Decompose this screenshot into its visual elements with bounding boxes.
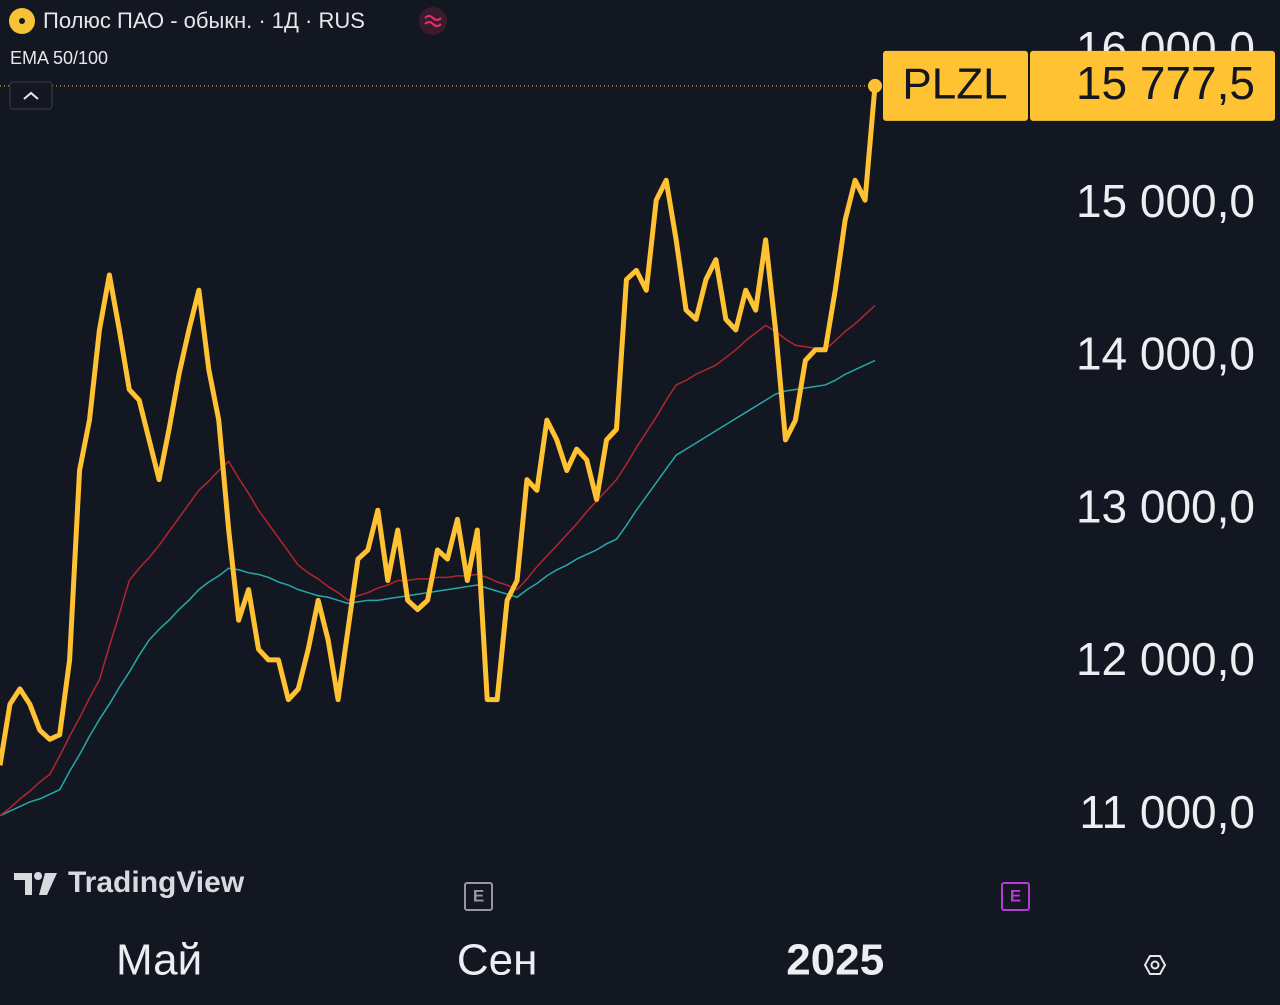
y-tick-label: 11 000,0 xyxy=(1079,786,1255,838)
settings-icon[interactable] xyxy=(1143,955,1167,975)
event-marker: E xyxy=(473,886,484,905)
settings-icon-center xyxy=(1150,960,1160,970)
price-badge xyxy=(1030,50,1275,121)
brand-name: TradingView xyxy=(68,866,245,899)
last-price-dot xyxy=(868,78,882,93)
ticker-label: PLZL xyxy=(902,60,1007,109)
y-tick-label: 15 000,0 xyxy=(1076,175,1255,227)
x-tick-label: Май xyxy=(116,936,202,985)
ema-line xyxy=(0,359,876,817)
collapse-button[interactable] xyxy=(9,81,53,110)
event-marker: E xyxy=(1010,886,1021,905)
collapse-chevron xyxy=(23,91,39,100)
data-status-glyph xyxy=(424,15,442,27)
ticker-badge xyxy=(883,50,1028,121)
event-marker-box[interactable] xyxy=(1001,882,1030,911)
y-tick-label: 13 000,0 xyxy=(1076,480,1255,532)
brand-logo xyxy=(14,872,57,895)
x-tick-label: 2025 xyxy=(786,936,884,985)
plot-area xyxy=(0,78,882,817)
data-status-icon xyxy=(419,7,447,35)
ema-line xyxy=(0,304,876,817)
event-marker-box[interactable] xyxy=(464,882,493,911)
y-tick-label: 14 000,0 xyxy=(1076,328,1255,380)
price-label: 15 777,5 xyxy=(1076,57,1255,109)
chart-title: Полюс ПАО - обыкн. · 1Д · RUS xyxy=(43,8,365,33)
indicator-label: EMA 50/100 xyxy=(10,48,108,68)
y-tick-label: 12 000,0 xyxy=(1076,633,1255,685)
x-tick-label: Сен xyxy=(457,936,538,985)
price-line xyxy=(0,85,878,766)
symbol-icon-dot xyxy=(19,18,25,24)
